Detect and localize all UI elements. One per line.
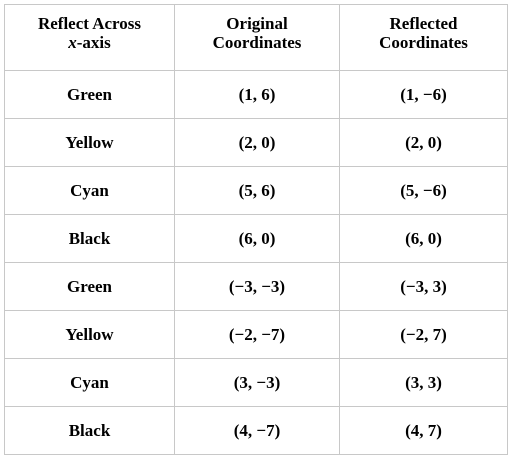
cell-color: Green <box>4 70 175 119</box>
cell-reflected: (4, 7) <box>339 406 508 455</box>
cell-color: Yellow <box>4 310 175 359</box>
cell-color: Black <box>4 214 175 263</box>
header-reflect-line1: Reflect Across <box>37 14 142 33</box>
header-reflect-across: Reflect Across x-axis <box>4 4 175 71</box>
cell-color: Cyan <box>4 166 175 215</box>
table-body: Green (1, 6) (1, −6) Yellow (2, 0) (2, 0… <box>4 70 508 455</box>
cell-color: Green <box>4 262 175 311</box>
table-header: Reflect Across x-axis Original Coordinat… <box>4 4 508 71</box>
cell-reflected: (−3, 3) <box>339 262 508 311</box>
table-row: Green (1, 6) (1, −6) <box>4 70 508 119</box>
header-original-line1: Original <box>226 14 288 33</box>
cell-reflected: (−2, 7) <box>339 310 508 359</box>
table-row: Yellow (−2, −7) (−2, 7) <box>4 310 508 359</box>
table-row: Cyan (3, −3) (3, 3) <box>4 358 508 407</box>
cell-original: (2, 0) <box>174 118 340 167</box>
cell-reflected: (5, −6) <box>339 166 508 215</box>
cell-original: (3, −3) <box>174 358 340 407</box>
cell-original: (5, 6) <box>174 166 340 215</box>
cell-color: Black <box>4 406 175 455</box>
table-row: Black (4, −7) (4, 7) <box>4 406 508 455</box>
reflection-table: Reflect Across x-axis Original Coordinat… <box>4 4 508 455</box>
header-reflected-coordinates: Reflected Coordinates <box>339 4 508 71</box>
header-axis-variable: x <box>68 33 77 52</box>
table-row: Yellow (2, 0) (2, 0) <box>4 118 508 167</box>
cell-original: (−2, −7) <box>174 310 340 359</box>
cell-original: (1, 6) <box>174 70 340 119</box>
cell-color: Yellow <box>4 118 175 167</box>
table-row: Cyan (5, 6) (5, −6) <box>4 166 508 215</box>
header-original-line2: Coordinates <box>212 33 302 52</box>
header-original-coordinates: Original Coordinates <box>174 4 340 71</box>
header-row: Reflect Across x-axis Original Coordinat… <box>4 4 508 71</box>
cell-reflected: (6, 0) <box>339 214 508 263</box>
cell-original: (−3, −3) <box>174 262 340 311</box>
table-row: Black (6, 0) (6, 0) <box>4 214 508 263</box>
header-reflected-line2: Coordinates <box>379 33 468 52</box>
cell-color: Cyan <box>4 358 175 407</box>
cell-reflected: (1, −6) <box>339 70 508 119</box>
cell-reflected: (3, 3) <box>339 358 508 407</box>
header-reflected-line1: Reflected <box>389 14 458 33</box>
cell-reflected: (2, 0) <box>339 118 508 167</box>
header-axis-suffix: -axis <box>76 33 111 52</box>
cell-original: (6, 0) <box>174 214 340 263</box>
table-row: Green (−3, −3) (−3, 3) <box>4 262 508 311</box>
header-axis-line: x-axis <box>5 33 174 52</box>
cell-original: (4, −7) <box>174 406 340 455</box>
